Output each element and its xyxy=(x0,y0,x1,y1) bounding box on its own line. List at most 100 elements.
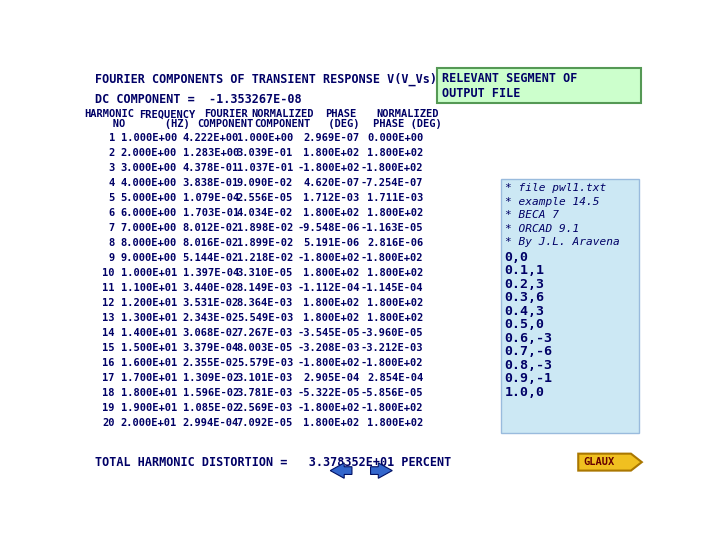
Text: 6.000E+00: 6.000E+00 xyxy=(120,208,177,218)
Text: 3.781E-03: 3.781E-03 xyxy=(237,388,293,398)
Text: 1.711E-03: 1.711E-03 xyxy=(367,193,423,202)
Text: 8: 8 xyxy=(109,238,114,248)
Text: 1.800E+02: 1.800E+02 xyxy=(367,147,423,158)
Text: NORMALIZED: NORMALIZED xyxy=(377,110,439,119)
Text: 1.800E+02: 1.800E+02 xyxy=(367,313,423,323)
Text: 2.000E+00: 2.000E+00 xyxy=(120,147,177,158)
Text: -1.112E-04: -1.112E-04 xyxy=(297,283,360,293)
Text: 14: 14 xyxy=(102,328,114,338)
Text: -9.548E-06: -9.548E-06 xyxy=(297,222,360,233)
Text: 10: 10 xyxy=(102,268,114,278)
Text: -3.545E-05: -3.545E-05 xyxy=(297,328,360,338)
Text: 3.101E-03: 3.101E-03 xyxy=(237,373,293,383)
Text: RELEVANT SEGMENT OF
OUTPUT FILE: RELEVANT SEGMENT OF OUTPUT FILE xyxy=(442,72,577,100)
Text: 4.222E+00: 4.222E+00 xyxy=(183,132,239,143)
Text: 7: 7 xyxy=(109,222,114,233)
Text: 1: 1 xyxy=(109,132,114,143)
Text: 1.600E+01: 1.600E+01 xyxy=(120,358,177,368)
Text: NORMALIZED: NORMALIZED xyxy=(251,110,313,119)
Text: 11: 11 xyxy=(102,283,114,293)
Text: 4.378E-01: 4.378E-01 xyxy=(183,163,239,173)
Text: 13: 13 xyxy=(102,313,114,323)
Text: 3: 3 xyxy=(109,163,114,173)
Text: 1.800E+02: 1.800E+02 xyxy=(367,298,423,308)
Text: 8.016E-02: 8.016E-02 xyxy=(183,238,239,248)
Text: 1.000E+01: 1.000E+01 xyxy=(120,268,177,278)
Text: 0.3,6: 0.3,6 xyxy=(505,291,544,304)
Text: -3.212E-03: -3.212E-03 xyxy=(361,343,423,353)
Text: 0,0: 0,0 xyxy=(505,251,528,264)
Text: 1.800E+02: 1.800E+02 xyxy=(303,268,360,278)
Text: 9.090E-02: 9.090E-02 xyxy=(237,178,293,187)
Text: 1.898E-02: 1.898E-02 xyxy=(237,222,293,233)
Text: COMPONENT: COMPONENT xyxy=(197,119,253,129)
Text: 2.343E-02: 2.343E-02 xyxy=(183,313,239,323)
Text: COMPONENT: COMPONENT xyxy=(254,119,310,129)
Text: 5.000E+00: 5.000E+00 xyxy=(120,193,177,202)
Text: * ORCAD 9.1: * ORCAD 9.1 xyxy=(505,224,579,234)
Text: 7.267E-03: 7.267E-03 xyxy=(237,328,293,338)
Text: 7.092E-05: 7.092E-05 xyxy=(237,418,293,428)
Text: PHASE: PHASE xyxy=(325,110,356,119)
Text: 15: 15 xyxy=(102,343,114,353)
Text: 2.994E-04: 2.994E-04 xyxy=(183,418,239,428)
Text: 0.4,3: 0.4,3 xyxy=(505,305,544,318)
Text: 3.531E-02: 3.531E-02 xyxy=(183,298,239,308)
Text: 17: 17 xyxy=(102,373,114,383)
Text: 19: 19 xyxy=(102,403,114,413)
Text: 2: 2 xyxy=(109,147,114,158)
Text: -1.800E+02: -1.800E+02 xyxy=(361,358,423,368)
Text: 1.700E+01: 1.700E+01 xyxy=(120,373,177,383)
Text: -5.322E-05: -5.322E-05 xyxy=(297,388,360,398)
Text: 2.969E-07: 2.969E-07 xyxy=(303,132,360,143)
Text: * example 14.5: * example 14.5 xyxy=(505,197,599,207)
Text: 1.800E+02: 1.800E+02 xyxy=(303,418,360,428)
Text: 1.800E+02: 1.800E+02 xyxy=(367,418,423,428)
Text: 8.000E+00: 8.000E+00 xyxy=(120,238,177,248)
Text: 0.7,-6: 0.7,-6 xyxy=(505,345,553,358)
Text: (HZ): (HZ) xyxy=(145,119,189,129)
Text: -3.960E-05: -3.960E-05 xyxy=(361,328,423,338)
Text: 1.397E-04: 1.397E-04 xyxy=(183,268,239,278)
Polygon shape xyxy=(330,463,352,478)
Text: 9: 9 xyxy=(109,253,114,262)
Text: 5.144E-02: 5.144E-02 xyxy=(183,253,239,262)
Text: -1.800E+02: -1.800E+02 xyxy=(297,253,360,262)
Text: 3.379E-04: 3.379E-04 xyxy=(183,343,239,353)
Text: DC COMPONENT =  -1.353267E-08: DC COMPONENT = -1.353267E-08 xyxy=(96,92,302,105)
Text: 2.556E-05: 2.556E-05 xyxy=(237,193,293,202)
FancyBboxPatch shape xyxy=(437,68,641,103)
Text: 1.079E-04: 1.079E-04 xyxy=(183,193,239,202)
Text: 0.9,-1: 0.9,-1 xyxy=(505,372,553,385)
Text: 7.000E+00: 7.000E+00 xyxy=(120,222,177,233)
Text: 2.854E-04: 2.854E-04 xyxy=(367,373,423,383)
Text: -1.145E-04: -1.145E-04 xyxy=(361,283,423,293)
Text: -1.800E+02: -1.800E+02 xyxy=(361,163,423,173)
Text: 6: 6 xyxy=(109,208,114,218)
Text: 1.596E-02: 1.596E-02 xyxy=(183,388,239,398)
Text: 2.905E-04: 2.905E-04 xyxy=(303,373,360,383)
Text: 1.800E+02: 1.800E+02 xyxy=(303,298,360,308)
Text: 1.900E+01: 1.900E+01 xyxy=(120,403,177,413)
Text: 5.579E-03: 5.579E-03 xyxy=(237,358,293,368)
Polygon shape xyxy=(578,454,642,470)
Text: 1.500E+01: 1.500E+01 xyxy=(120,343,177,353)
Text: 8.012E-02: 8.012E-02 xyxy=(183,222,239,233)
Text: PHASE (DEG): PHASE (DEG) xyxy=(374,119,442,129)
Text: 12: 12 xyxy=(102,298,114,308)
Text: 1.100E+01: 1.100E+01 xyxy=(120,283,177,293)
Text: FOURIER: FOURIER xyxy=(204,110,248,119)
Text: 1.037E-01: 1.037E-01 xyxy=(237,163,293,173)
Text: 3.838E-01: 3.838E-01 xyxy=(183,178,239,187)
Text: 1.218E-02: 1.218E-02 xyxy=(237,253,293,262)
Text: 8.003E-05: 8.003E-05 xyxy=(237,343,293,353)
Text: TOTAL HARMONIC DISTORTION =   3.378352E+01 PERCENT: TOTAL HARMONIC DISTORTION = 3.378352E+01… xyxy=(96,456,451,469)
Text: 1.800E+01: 1.800E+01 xyxy=(120,388,177,398)
Text: 8.364E-03: 8.364E-03 xyxy=(237,298,293,308)
Text: 1.800E+02: 1.800E+02 xyxy=(367,268,423,278)
Text: 20: 20 xyxy=(102,418,114,428)
Text: -1.800E+02: -1.800E+02 xyxy=(361,253,423,262)
Text: 4: 4 xyxy=(109,178,114,187)
Text: FREQUENCY: FREQUENCY xyxy=(140,110,196,119)
Text: 3.310E-05: 3.310E-05 xyxy=(237,268,293,278)
